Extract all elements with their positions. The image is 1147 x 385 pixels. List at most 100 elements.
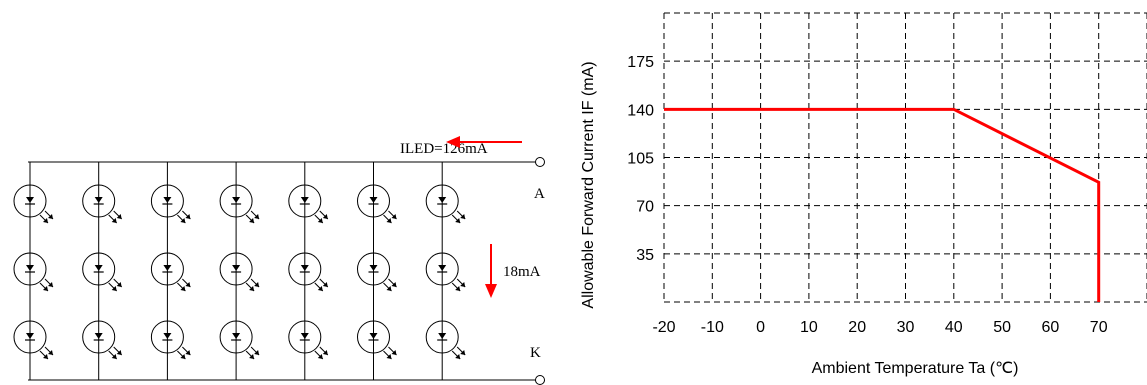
led [150,252,191,292]
emission-arrow-head [249,218,255,223]
emission-arrow-head [249,354,255,359]
led-current-arrow-head [485,284,497,298]
led [425,320,466,360]
led [82,184,123,224]
emission-arrow-head [322,282,328,287]
led [13,184,54,224]
x-tick-label: 0 [756,319,765,336]
diode-triangle [232,197,241,203]
emission-arrow-head [48,282,53,287]
emission-arrow-head [455,354,461,359]
emission-arrow-head [386,354,392,359]
x-tick-label: 40 [945,319,963,336]
emission-arrow-head [460,282,466,287]
x-tick-label: 60 [1042,319,1060,336]
diode-triangle [163,333,172,339]
led [13,320,54,360]
diode-triangle [438,333,447,339]
led [219,252,260,292]
emission-arrow-head [317,218,323,223]
emission-arrow-head [391,214,397,219]
emission-arrow-head [455,286,461,291]
emission-arrow-head [386,286,392,291]
cathode-terminal [535,375,545,385]
led [357,252,397,292]
emission-arrow-head [180,354,186,359]
diode-triangle [369,265,378,271]
x-tick-label: -10 [701,319,724,336]
emission-arrow-head [180,286,186,291]
diode-triangle [163,265,172,271]
y-tick-label: 35 [636,247,654,264]
anode-label: A [534,186,545,202]
emission-arrow-head [391,282,397,287]
led-array [13,162,466,380]
y-tick-label: 175 [627,54,654,71]
diode-triangle [438,197,447,203]
cathode-label: K [530,345,541,361]
led [425,252,466,292]
diode-triangle [300,197,309,203]
emission-arrow-head [116,350,122,355]
emission-arrow-head [180,218,186,223]
y-axis-label: Allowable Forward Current IF (mA) [580,61,597,308]
led [357,320,397,360]
emission-arrow-head [254,214,260,219]
y-tick-label: 105 [627,151,654,168]
emission-arrow-head [460,214,466,219]
diode-triangle [94,197,103,203]
diode-triangle [300,333,309,339]
diode-triangle [94,333,103,339]
diode-triangle [232,333,241,339]
emission-arrow-head [322,214,328,219]
diode-triangle [26,265,34,271]
emission-arrow-head [254,282,260,287]
emission-arrow-head [185,214,191,219]
emission-arrow-head [48,350,53,355]
y-tick-labels: 35 70 105 140 175 [627,54,654,264]
led [288,252,329,292]
led [82,320,123,360]
x-tick-label: 20 [848,319,866,336]
y-tick-label: 140 [627,102,654,119]
emission-arrow-head [116,214,122,219]
emission-arrow-head [386,218,392,223]
x-axis-label: Ambient Temperature Ta (℃) [812,360,1019,377]
current-label: ILED=126mA [400,141,488,157]
diode-triangle [26,333,34,339]
diode-triangle [369,197,378,203]
led-current-label: 18mA [503,264,541,280]
led [288,320,329,360]
diode-triangle [369,333,378,339]
diode-triangle [300,265,309,271]
led [288,184,329,224]
diode-triangle [232,265,241,271]
emission-arrow-head [116,282,122,287]
led [425,184,466,224]
led [150,184,191,224]
emission-arrow-head [317,354,323,359]
emission-arrow-head [391,350,397,355]
led-circuit: ILED=126mA A K 18mA [13,136,545,385]
diode-triangle [438,265,447,271]
emission-arrow-head [185,282,191,287]
emission-arrow-head [185,350,191,355]
led [219,184,260,224]
emission-arrow-head [111,218,117,223]
led [219,320,260,360]
emission-arrow-head [111,286,117,291]
emission-arrow-head [249,286,255,291]
emission-arrow-head [43,286,48,291]
chart-series [664,107,1101,302]
diode-triangle [94,265,103,271]
y-tick-label: 70 [636,199,654,216]
emission-arrow-head [322,350,328,355]
emission-arrow-head [43,354,48,359]
emission-arrow-head [43,218,48,223]
emission-arrow-head [48,214,53,219]
led [82,252,123,292]
derating-chart: 35 70 105 140 175 -20 -10 0 10 20 30 40 50 60 70 Allo… [580,12,1147,377]
emission-arrow-head [111,354,117,359]
x-tick-label: 50 [993,319,1011,336]
